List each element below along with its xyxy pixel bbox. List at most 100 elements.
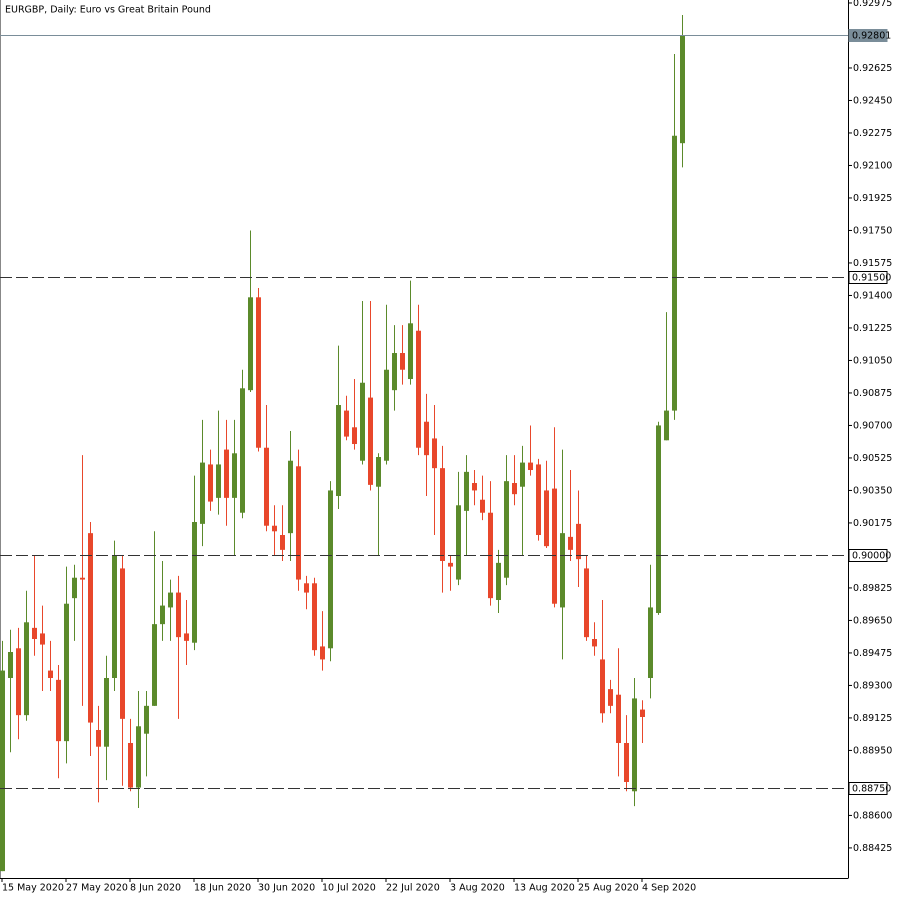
- candle-body: [440, 468, 445, 562]
- candle-body: [256, 297, 261, 448]
- candle-body: [376, 457, 381, 487]
- x-tick-label: 15 May 2020: [2, 883, 64, 894]
- candle-body: [48, 670, 53, 678]
- candle-body: [368, 397, 373, 485]
- x-tick-label: 27 May 2020: [66, 883, 128, 894]
- candle-body: [576, 523, 581, 560]
- candle-body: [208, 464, 213, 502]
- candle-body: [352, 427, 357, 445]
- candle-body: [400, 353, 405, 370]
- candle-body: [584, 568, 589, 638]
- candle-body: [528, 462, 533, 471]
- x-tick-label: 18 Jun 2020: [194, 883, 251, 894]
- candle-body: [312, 583, 317, 651]
- y-tick-label: 0.90875: [853, 388, 892, 399]
- y-tick-label: 0.92100: [853, 160, 892, 171]
- candle-body: [192, 522, 197, 643]
- y-tick-label: 0.88950: [853, 745, 892, 756]
- candle-body: [504, 481, 509, 578]
- candle-body: [664, 410, 669, 441]
- y-tick-label: 0.90700: [853, 420, 892, 431]
- candle-body: [64, 603, 69, 742]
- y-tick-label: 0.92450: [853, 95, 892, 106]
- candle-body: [432, 438, 437, 469]
- candle-body: [128, 742, 133, 788]
- candle-body: [296, 466, 301, 580]
- candle-body: [8, 652, 13, 678]
- y-tick-label: 0.88425: [853, 843, 892, 854]
- candle-body: [168, 592, 173, 608]
- x-tick-label: 10 Jul 2020: [322, 883, 376, 894]
- candle-body: [120, 568, 125, 719]
- candle-body: [104, 677, 109, 747]
- x-tick-label: 8 Jun 2020: [130, 883, 181, 894]
- y-tick-label: 0.92275: [853, 128, 892, 139]
- candle-body: [592, 639, 597, 647]
- candle-body: [616, 694, 621, 743]
- candle-body: [496, 562, 501, 601]
- candle-body: [392, 353, 397, 391]
- candle-body: [184, 633, 189, 641]
- y-tick-label: 0.89125: [853, 713, 892, 724]
- x-tick-label: 13 Aug 2020: [514, 883, 575, 894]
- x-tick-label: 25 Aug 2020: [578, 883, 639, 894]
- candle-body: [544, 490, 549, 547]
- y-tick-label: 0.90175: [853, 518, 892, 529]
- candle-body: [304, 583, 309, 593]
- x-tick-label: 3 Aug 2020: [450, 883, 505, 894]
- y-tick-label: 0.91050: [853, 355, 892, 366]
- candle-body: [424, 421, 429, 456]
- candle-body: [408, 323, 413, 380]
- y-tick-label: 0.89825: [853, 583, 892, 594]
- candle-body: [240, 388, 245, 513]
- candle-body: [288, 460, 293, 534]
- chart-title: EURGBP, Daily: Euro vs Great Britain Pou…: [5, 5, 211, 16]
- candle-body: [640, 709, 645, 717]
- y-tick-label: 0.91750: [853, 225, 892, 236]
- candle-body: [480, 499, 485, 513]
- candle-body: [448, 562, 453, 567]
- candle-body: [320, 646, 325, 660]
- candle-body: [0, 670, 5, 872]
- y-tick-label: 0.92625: [853, 63, 892, 74]
- candle-body: [384, 369, 389, 461]
- candle-body: [536, 464, 541, 536]
- candle-body: [336, 405, 341, 497]
- candle-body: [680, 35, 685, 144]
- candle-body: [152, 624, 157, 706]
- candle-body: [648, 607, 653, 678]
- candle-body: [200, 462, 205, 524]
- candle-body: [24, 622, 29, 716]
- y-tick-label: 0.89650: [853, 615, 892, 626]
- candle-body: [512, 483, 517, 495]
- candle-body: [672, 135, 677, 411]
- candle-body: [552, 488, 557, 604]
- candle-body: [520, 462, 525, 487]
- y-tick-label: 0.88600: [853, 810, 892, 821]
- y-tick-label: 0.90350: [853, 485, 892, 496]
- level-label: 0.88750: [852, 784, 891, 795]
- level-label: 0.91500: [852, 273, 891, 284]
- candle-body: [344, 410, 349, 437]
- level-label-box: [848, 29, 888, 42]
- level-label-box: [848, 549, 888, 562]
- candle-body: [328, 490, 333, 649]
- candle-body: [40, 633, 45, 645]
- candle-body: [176, 592, 181, 638]
- candle-body: [464, 471, 469, 511]
- y-tick-label: 0.89475: [853, 648, 892, 659]
- candle-body: [72, 577, 77, 599]
- level-label-box: [848, 271, 888, 284]
- candle-body: [656, 425, 661, 614]
- candle-body: [248, 297, 253, 391]
- candle-body: [224, 449, 229, 498]
- candle-body: [416, 330, 421, 448]
- y-tick-label: 0.91225: [853, 323, 892, 334]
- candle-body: [280, 535, 285, 550]
- candle-body: [472, 483, 477, 491]
- level-label: 0.90000: [852, 551, 891, 562]
- candle-body: [112, 555, 117, 678]
- candle-body: [16, 648, 21, 716]
- candle-body: [56, 679, 61, 742]
